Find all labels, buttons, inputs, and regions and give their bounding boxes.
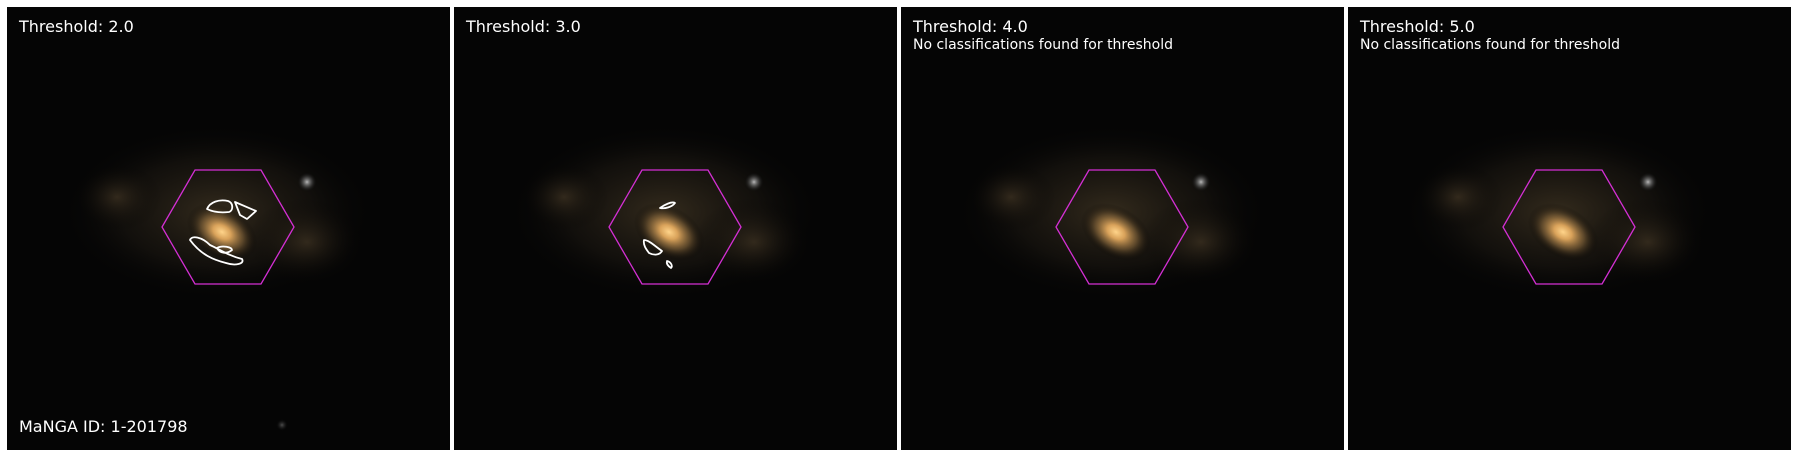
contour-2 [642,239,663,256]
hexagon-ifu-footprint [1502,169,1636,285]
contour-1 [659,201,676,210]
panel-title: Threshold: 5.0 [1360,17,1475,36]
hexagon-ifu-footprint [608,169,742,285]
panel-subtitle: No classifications found for threshold [913,37,1173,53]
contour-1 [206,199,234,214]
contour-3 [189,236,244,266]
panel-title: Threshold: 4.0 [913,17,1028,36]
galaxy-image [1348,7,1791,450]
galaxy-image [7,7,450,450]
hexagon-ifu-footprint [161,169,295,285]
manga-id-label: MaNGA ID: 1-201798 [19,417,188,436]
panel-title: Threshold: 3.0 [466,17,581,36]
contour-2 [234,201,257,220]
galaxy-image [454,7,897,450]
galaxy-panel-threshold-3: Threshold: 3.0 [454,7,897,450]
contour-4 [216,245,233,254]
contour-3 [665,260,673,269]
hexagon-ifu-footprint [1055,169,1189,285]
galaxy-panel-threshold-2: Threshold: 2.0 MaNGA ID: 1-201798 [7,7,450,450]
galaxy-panel-threshold-4: Threshold: 4.0 No classifications found … [901,7,1344,450]
panel-subtitle: No classifications found for threshold [1360,37,1620,53]
galaxy-image [901,7,1344,450]
panel-title: Threshold: 2.0 [19,17,134,36]
galaxy-panel-threshold-5: Threshold: 5.0 No classifications found … [1348,7,1791,450]
